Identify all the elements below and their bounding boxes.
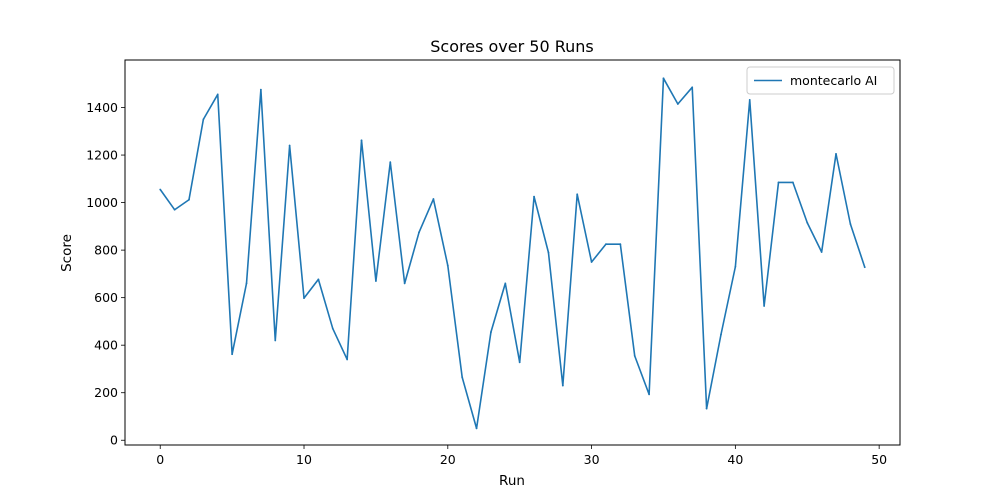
y-tick-label: 200 (94, 385, 118, 400)
data-point (360, 139, 363, 142)
legend-frame (746, 66, 895, 95)
data-point (676, 103, 679, 105)
data-point (504, 282, 507, 285)
x-tick-label: 50 (871, 452, 887, 467)
data-point (547, 251, 550, 254)
data-point (720, 333, 722, 336)
data-point (418, 231, 420, 234)
data-point (274, 339, 277, 342)
data-point (777, 181, 780, 184)
data-point (159, 188, 162, 191)
plot-frame (124, 59, 901, 446)
data-point (806, 221, 809, 224)
data-point (705, 407, 708, 410)
y-tick-label: 1200 (86, 148, 118, 163)
data-point (734, 265, 737, 268)
data-point (763, 305, 766, 307)
data-point (605, 243, 607, 246)
data-point (231, 353, 234, 356)
data-point (188, 198, 190, 201)
data-point (432, 198, 435, 200)
x-axis-label: Run (499, 473, 525, 489)
data-point (619, 243, 622, 246)
data-point (633, 354, 636, 357)
data-point (748, 99, 751, 101)
data-point (561, 384, 564, 387)
y-tick-label: 400 (94, 338, 118, 353)
y-tick-label: 800 (94, 243, 118, 258)
data-point (216, 93, 219, 96)
data-point (375, 280, 377, 282)
series-line-montecarlo-ai (159, 77, 866, 430)
data-point (791, 181, 794, 184)
y-tick-label: 1400 (86, 100, 118, 115)
data-point (475, 427, 478, 430)
y-tick-label: 0 (110, 433, 118, 448)
data-point (490, 331, 492, 334)
data-point (245, 282, 248, 285)
data-point (648, 393, 650, 396)
data-point (533, 195, 535, 198)
data-point (173, 208, 176, 211)
data-point (389, 161, 392, 164)
x-tick-label: 30 (584, 452, 600, 467)
y-axis-label: Score (59, 234, 75, 272)
chart-title: Scores over 50 Runs (430, 37, 593, 56)
data-point (331, 327, 334, 330)
x-tick-label: 20 (440, 452, 456, 467)
data-point (403, 282, 406, 285)
data-point (346, 358, 349, 361)
x-tick-label: 10 (296, 452, 312, 467)
x-tick-label: 40 (727, 452, 743, 467)
data-point (518, 361, 521, 364)
data-point (259, 88, 262, 91)
y-tick-label: 600 (94, 290, 118, 305)
legend-label-montecarlo-ai: montecarlo AI (790, 73, 877, 88)
data-point (317, 278, 320, 281)
x-tick-label: 0 (156, 452, 164, 467)
legend: montecarlo AI (746, 66, 895, 95)
ticks-layer: 0 10 20 30 40 50 0 200 400 600 800 1000 1200 1400 (86, 100, 887, 467)
data-point (303, 297, 305, 300)
data-point (662, 77, 665, 80)
data-point (446, 264, 449, 267)
y-tick-label: 1000 (86, 195, 118, 210)
plot-area (159, 77, 866, 430)
data-point (835, 152, 837, 155)
data-point (691, 86, 694, 89)
data-point (590, 261, 593, 263)
data-point (461, 376, 464, 379)
data-point (202, 118, 205, 121)
data-point (820, 251, 823, 253)
data-point (288, 144, 291, 147)
data-point (849, 223, 852, 225)
data-point (863, 266, 866, 269)
data-point (576, 193, 579, 196)
